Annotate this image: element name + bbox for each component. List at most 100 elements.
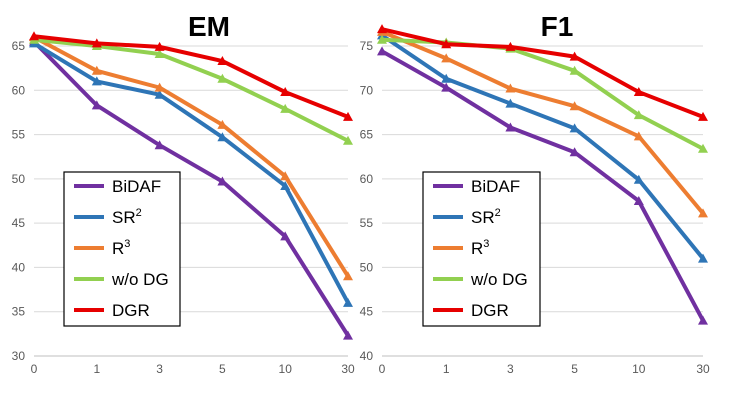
em-data-point: [154, 140, 165, 150]
em-chart-title: EM: [188, 11, 230, 42]
em-data-point: [217, 73, 228, 83]
em-x-tick-label: 10: [279, 362, 293, 376]
f1-legend-label: SR2: [471, 207, 501, 227]
f1-x-tick-label: 3: [507, 362, 514, 376]
em-x-tick-label: 30: [341, 362, 355, 376]
f1-data-point: [569, 101, 580, 111]
f1-y-tick-label: 40: [360, 349, 374, 363]
em-data-point: [217, 176, 228, 186]
em-series-line-1: [32, 41, 350, 305]
em-y-tick-label: 40: [12, 260, 26, 274]
f1-series-line-1: [380, 33, 705, 261]
f1-series-line-0: [380, 49, 705, 323]
em-data-point: [29, 31, 39, 41]
f1-data-point: [505, 122, 516, 132]
em-x-tick-label: 1: [93, 362, 100, 376]
f1-y-tick-label: 45: [360, 305, 374, 319]
em-data-point: [217, 56, 228, 66]
f1-series-line-2: [380, 29, 705, 216]
em-data-point: [217, 119, 228, 129]
f1-legend-label: BiDAF: [471, 177, 520, 196]
em-x-tick-label: 3: [156, 362, 163, 376]
f1-series-line-3: [380, 37, 705, 151]
em-data-point: [343, 330, 353, 340]
em-data-point: [91, 65, 102, 75]
f1-x-tick-label: 30: [696, 362, 710, 376]
em-data-point: [343, 111, 353, 121]
f1-data-point: [377, 34, 387, 44]
f1-x-tick-label: 0: [379, 362, 386, 376]
f1-x-tick-label: 10: [632, 362, 646, 376]
f1-data-point: [698, 111, 708, 121]
em-series-line-2: [32, 35, 350, 279]
em-y-tick-label: 35: [12, 305, 26, 319]
f1-data-point: [633, 174, 644, 184]
f1-data-point: [441, 53, 452, 63]
f1-data-point: [505, 98, 516, 108]
em-data-point: [91, 76, 102, 86]
f1-data-point: [569, 65, 580, 75]
em-legend-label: DGR: [112, 301, 150, 320]
em-y-tick-label: 45: [12, 216, 26, 230]
f1-data-point: [698, 208, 708, 218]
em-x-tick-label: 5: [219, 362, 226, 376]
f1-data-point: [377, 46, 387, 56]
em-series-line-0: [32, 39, 350, 338]
f1-data-point: [698, 143, 708, 153]
em-x-tick-label: 0: [31, 362, 38, 376]
f1-legend-label: w/o DG: [470, 270, 528, 289]
em-y-tick-label: 30: [12, 349, 26, 363]
f1-data-point: [569, 147, 580, 157]
f1-series-line-4: [380, 27, 705, 119]
em-legend-label: BiDAF: [112, 177, 161, 196]
f1-data-point: [505, 83, 516, 93]
em-series-line-3: [32, 37, 350, 143]
f1-data-point: [441, 39, 452, 49]
f1-data-point: [569, 123, 580, 133]
em-y-tick-label: 50: [12, 172, 26, 186]
f1-legend-label: DGR: [471, 301, 509, 320]
f1-data-point: [633, 110, 644, 120]
f1-data-point: [441, 73, 452, 83]
em-data-point: [343, 135, 353, 145]
f1-data-point: [441, 82, 452, 92]
em-y-tick-label: 55: [12, 128, 26, 142]
f1-y-tick-label: 55: [360, 216, 374, 230]
f1-data-point: [698, 315, 708, 325]
em-data-point: [91, 100, 102, 110]
em-legend-label: w/o DG: [111, 270, 169, 289]
em-data-point: [217, 132, 228, 142]
em-data-point: [343, 297, 353, 307]
em-y-tick-label: 65: [12, 39, 26, 53]
f1-data-point: [698, 253, 708, 263]
em-data-point: [91, 38, 102, 48]
em-series-line-4: [32, 34, 350, 119]
f1-data-point: [569, 51, 580, 61]
em-legend-label: SR2: [112, 207, 142, 227]
em-data-point: [154, 89, 165, 99]
f1-data-point: [633, 131, 644, 141]
f1-data-point: [633, 196, 644, 205]
em-y-tick-label: 60: [12, 83, 26, 97]
f1-y-tick-label: 75: [360, 39, 374, 53]
f1-data-point: [633, 87, 644, 97]
f1-x-tick-label: 5: [571, 362, 578, 376]
f1-y-tick-label: 50: [360, 260, 374, 274]
em-data-point: [280, 103, 291, 113]
em-data-point: [154, 41, 165, 51]
em-data-point: [280, 87, 291, 97]
f1-chart-title: F1: [541, 11, 574, 42]
f1-data-point: [377, 24, 387, 34]
f1-y-tick-label: 70: [360, 83, 374, 97]
em-data-point: [280, 171, 291, 181]
em-data-point: [343, 271, 353, 281]
em-data-point: [280, 231, 291, 241]
em-data-point: [280, 180, 291, 190]
f1-x-tick-label: 1: [443, 362, 450, 376]
